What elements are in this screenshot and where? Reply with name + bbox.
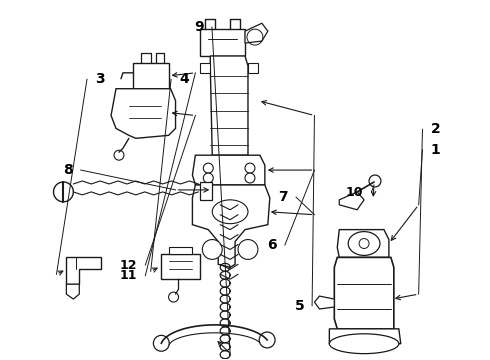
Polygon shape	[200, 63, 210, 73]
Circle shape	[53, 182, 74, 202]
Circle shape	[153, 336, 169, 351]
Text: 12: 12	[120, 258, 137, 271]
Text: 9: 9	[195, 20, 204, 34]
Polygon shape	[161, 255, 200, 279]
Circle shape	[238, 239, 258, 260]
Polygon shape	[248, 63, 258, 73]
Polygon shape	[200, 29, 245, 56]
Circle shape	[169, 292, 178, 302]
Text: 3: 3	[95, 72, 104, 86]
Text: 7: 7	[278, 190, 288, 204]
Text: 6: 6	[268, 238, 277, 252]
Polygon shape	[169, 247, 193, 255]
Polygon shape	[334, 257, 394, 329]
Text: 11: 11	[120, 269, 137, 282]
Polygon shape	[329, 329, 401, 344]
Polygon shape	[337, 230, 389, 257]
Circle shape	[203, 173, 213, 183]
Polygon shape	[315, 296, 334, 309]
Circle shape	[114, 150, 124, 160]
Circle shape	[203, 163, 213, 173]
Ellipse shape	[329, 334, 399, 354]
Circle shape	[259, 332, 275, 348]
Polygon shape	[339, 192, 364, 210]
Circle shape	[245, 163, 255, 173]
Text: 5: 5	[294, 299, 304, 313]
Circle shape	[369, 175, 381, 187]
Polygon shape	[193, 155, 265, 185]
Circle shape	[245, 173, 255, 183]
Polygon shape	[193, 185, 270, 267]
Polygon shape	[210, 56, 248, 155]
Ellipse shape	[212, 200, 248, 224]
Polygon shape	[133, 63, 169, 89]
Polygon shape	[245, 23, 268, 43]
Text: 4: 4	[179, 72, 189, 86]
Polygon shape	[66, 284, 79, 299]
Circle shape	[202, 239, 222, 260]
Text: 1: 1	[430, 143, 440, 157]
Polygon shape	[111, 89, 175, 138]
Text: 10: 10	[346, 186, 364, 199]
Polygon shape	[200, 182, 212, 200]
Polygon shape	[220, 185, 238, 205]
Text: 2: 2	[430, 122, 440, 136]
Ellipse shape	[348, 231, 380, 255]
Text: 8: 8	[63, 163, 73, 177]
Polygon shape	[66, 257, 101, 284]
Circle shape	[359, 239, 369, 248]
